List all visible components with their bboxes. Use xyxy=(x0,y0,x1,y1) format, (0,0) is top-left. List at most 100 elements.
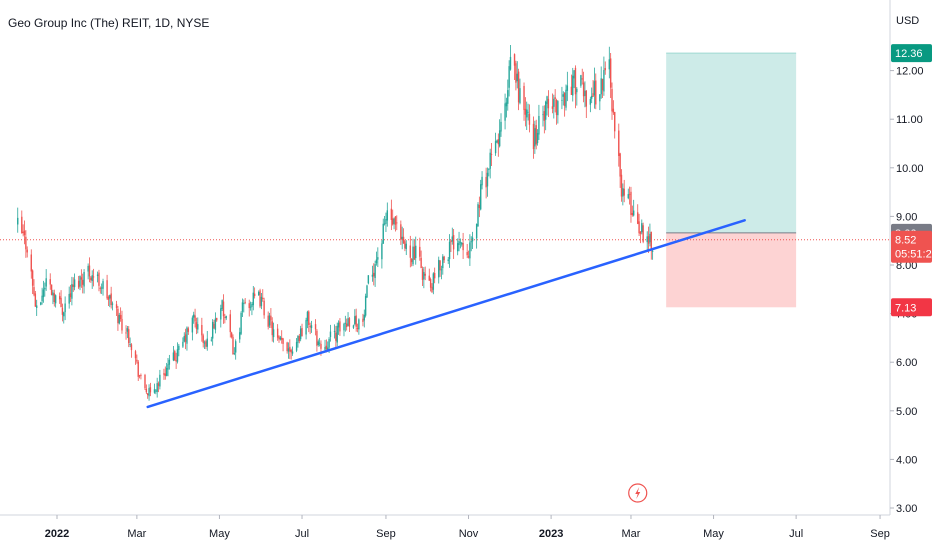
candle xyxy=(178,343,180,357)
y-tick-label: 8.00 xyxy=(896,260,917,272)
candle-body xyxy=(618,130,620,157)
candle xyxy=(451,227,453,245)
candle-body xyxy=(366,285,368,298)
candle xyxy=(498,119,501,148)
candle-body xyxy=(650,231,652,250)
candle xyxy=(515,60,517,91)
candle-body xyxy=(642,225,644,242)
candle-body xyxy=(317,341,319,346)
candle xyxy=(383,215,386,226)
candle-body xyxy=(259,290,261,307)
candle-body xyxy=(260,296,263,306)
candle-body xyxy=(225,316,227,319)
candle xyxy=(35,299,38,316)
candle-body xyxy=(459,242,462,244)
trendline[interactable] xyxy=(146,219,746,409)
candle xyxy=(240,311,242,336)
candle xyxy=(233,347,236,356)
candle-body xyxy=(375,259,378,264)
candle-body xyxy=(60,297,62,307)
candle-body xyxy=(534,128,536,147)
candle-body xyxy=(527,111,529,113)
candle xyxy=(109,294,111,308)
candle-body xyxy=(423,271,425,280)
candle-body xyxy=(593,81,596,96)
candle xyxy=(214,312,217,334)
candle-body xyxy=(413,246,416,260)
candle xyxy=(442,254,444,275)
candle-body xyxy=(336,325,338,343)
candle xyxy=(308,310,310,333)
x-tick-label: 2022 xyxy=(45,528,69,540)
candle-body xyxy=(458,241,460,246)
candle-body xyxy=(295,342,298,351)
candle xyxy=(213,319,215,329)
candle xyxy=(419,237,421,261)
candle xyxy=(394,215,397,232)
candle xyxy=(336,322,338,347)
candle-body xyxy=(565,89,567,108)
candle xyxy=(424,266,426,281)
candle-body xyxy=(71,284,73,299)
candle xyxy=(405,240,407,256)
candle xyxy=(535,119,537,150)
candle-body xyxy=(507,90,509,104)
stop-price-badge: 7.13 xyxy=(891,298,932,317)
candle-body xyxy=(405,243,407,249)
candle-body xyxy=(364,296,367,316)
candle xyxy=(144,373,146,390)
candle-body xyxy=(272,329,275,338)
candle-body xyxy=(471,237,474,242)
candle-body xyxy=(186,327,188,344)
candle-body xyxy=(197,324,199,330)
candle xyxy=(470,236,472,252)
candle xyxy=(448,234,451,268)
candle-body xyxy=(532,123,535,150)
candle-body xyxy=(409,245,412,258)
candle xyxy=(130,343,133,358)
candle xyxy=(382,218,384,244)
candle-body xyxy=(584,90,586,97)
dividend-lightning-icon[interactable] xyxy=(628,483,648,503)
candle xyxy=(40,301,42,306)
candle xyxy=(415,236,417,265)
candle-body xyxy=(563,92,566,106)
candle-body xyxy=(477,204,479,227)
candle xyxy=(211,319,214,346)
candle-body xyxy=(538,115,540,135)
candle-body xyxy=(410,259,413,263)
candle xyxy=(584,81,586,108)
candle-body xyxy=(585,90,587,107)
candle-body xyxy=(318,342,321,344)
candle xyxy=(145,384,148,395)
candle xyxy=(404,239,406,252)
candle-body xyxy=(494,141,497,154)
x-tick-label: Sep xyxy=(376,528,396,540)
candle xyxy=(393,217,395,230)
candle-body xyxy=(420,257,422,269)
candle-body xyxy=(100,287,103,289)
candle-body xyxy=(513,54,516,66)
target-price-badge: 12.36 xyxy=(891,44,932,63)
candle-body xyxy=(554,97,556,100)
candle-body xyxy=(125,332,127,334)
candle xyxy=(168,354,171,370)
candle xyxy=(175,352,177,369)
candle xyxy=(412,238,414,267)
candle xyxy=(157,381,160,393)
y-tick-label: 11.00 xyxy=(896,114,923,126)
candle-body xyxy=(595,80,597,105)
candle xyxy=(71,276,73,306)
candle-body xyxy=(383,223,386,225)
candle-body xyxy=(601,78,604,91)
y-tick-label: 5.00 xyxy=(896,406,917,418)
candle xyxy=(591,87,593,104)
candle xyxy=(249,301,252,311)
candle xyxy=(627,188,629,200)
candle xyxy=(572,67,574,102)
candle xyxy=(69,284,72,303)
candle xyxy=(301,323,303,337)
candle xyxy=(381,240,383,269)
